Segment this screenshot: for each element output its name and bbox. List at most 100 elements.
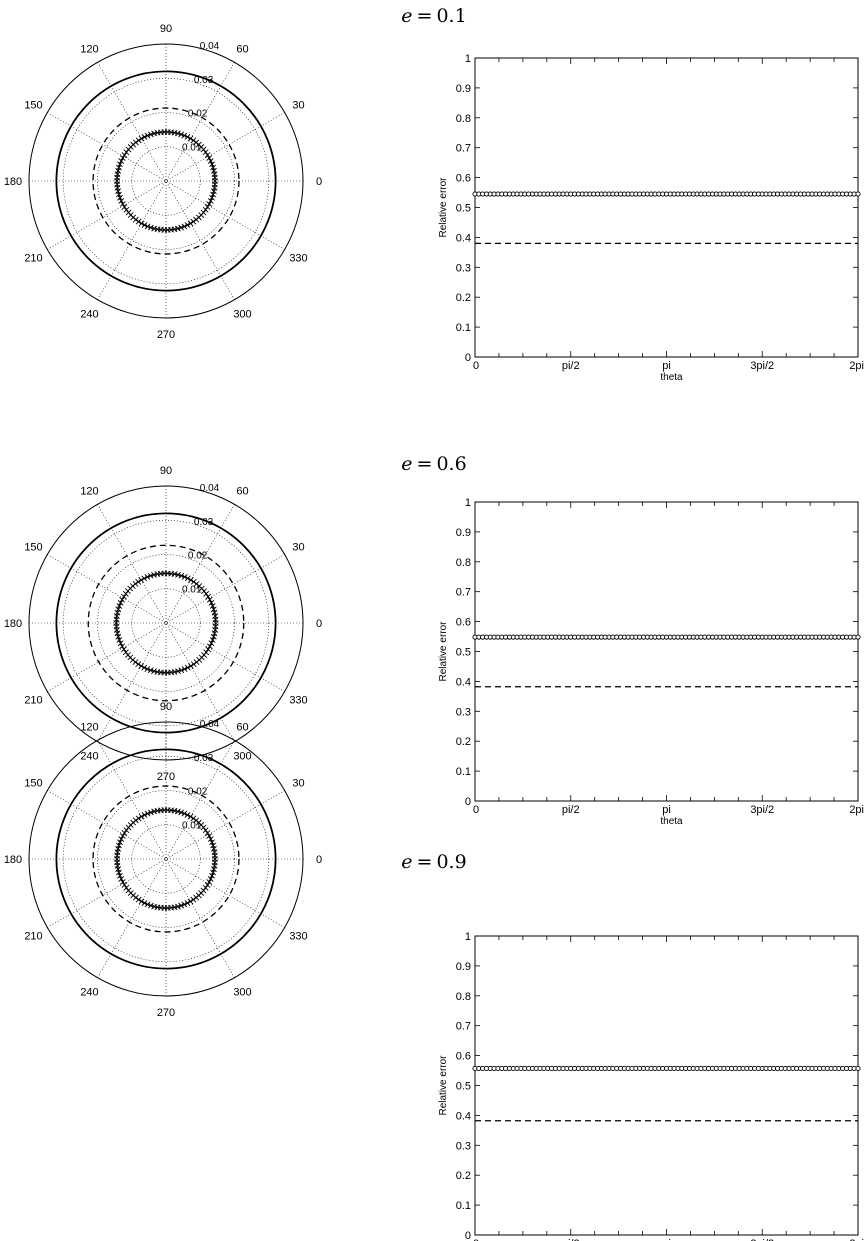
- polar-point: [190, 661, 197, 668]
- title-value: 0.1: [436, 5, 466, 27]
- title-variable: e: [401, 5, 412, 27]
- polar-point: [190, 578, 197, 585]
- y-axis-label: Relative error: [438, 621, 449, 682]
- polar-spoke: [47, 112, 285, 250]
- polar-point: [206, 879, 213, 885]
- polar-outer-circle: [28, 43, 304, 319]
- polar-point: [135, 578, 142, 585]
- polar-point: [119, 643, 126, 650]
- polar-point: [115, 633, 122, 640]
- polar-angle-label: 240: [80, 309, 98, 321]
- polar-angle-label: 90: [160, 465, 172, 477]
- polar-grid-circle: [97, 790, 235, 928]
- polar-point: [120, 593, 127, 600]
- polar-point: [204, 830, 211, 836]
- polar-point: [141, 575, 148, 582]
- polar-point: [144, 132, 151, 139]
- polar-point: [209, 839, 215, 846]
- y-tick-label: 0.3: [456, 262, 471, 274]
- polar-point: [147, 224, 154, 231]
- y-tick-label: 0.3: [456, 706, 471, 718]
- error-point: [855, 191, 861, 197]
- y-tick-label: 0: [465, 796, 471, 808]
- polar-grid-circle: [97, 112, 235, 250]
- polar-point: [132, 659, 139, 666]
- polar-point: [210, 869, 216, 876]
- polar-series-dashed: [87, 544, 245, 702]
- polar-point: [117, 599, 124, 606]
- polar-point: [119, 596, 126, 603]
- polar-point: [117, 194, 123, 201]
- polar-point: [147, 131, 154, 138]
- error-plot: 0 0.1 0.2 0.3 0.4 0.5 0.6 0.7 0.8 0.9 1 0 pi/2 pi 3pi/…: [438, 497, 864, 827]
- polar-point: [205, 646, 212, 653]
- axes-box: [474, 57, 859, 358]
- polar-grid-circle: [97, 554, 235, 692]
- polar-point: [151, 130, 158, 137]
- polar-point: [175, 668, 181, 675]
- polar-point: [121, 204, 128, 210]
- polar-point: [181, 810, 188, 817]
- title-value: 0.9: [436, 851, 466, 873]
- polar-point: [178, 572, 185, 579]
- title-equals: =: [417, 453, 433, 475]
- polar-point: [211, 609, 218, 616]
- polar-angle-label: 60: [236, 485, 248, 497]
- polar-angle-label: 150: [24, 100, 42, 112]
- polar-point: [190, 815, 197, 822]
- polar-point: [190, 137, 197, 144]
- polar-point: [138, 577, 145, 583]
- polar-radial-label: 0.01: [182, 820, 202, 831]
- polar-point: [178, 667, 185, 674]
- polar-point: [210, 606, 217, 613]
- polar-angle-label: 240: [80, 751, 98, 763]
- polar-point: [187, 663, 194, 669]
- polar-point: [206, 155, 213, 161]
- polar-angle-label: 0: [316, 854, 322, 866]
- polar-point: [181, 223, 188, 230]
- polar-point: [138, 663, 145, 669]
- polar-point: [144, 574, 151, 580]
- polar-point: [193, 580, 200, 587]
- y-tick-label: 0.4: [456, 676, 471, 688]
- y-tick-label: 0.3: [456, 1140, 471, 1152]
- x-tick-label: pi: [662, 804, 671, 816]
- polar-point: [141, 900, 148, 906]
- polar-point: [178, 809, 185, 816]
- y-tick-label: 0.4: [456, 232, 471, 244]
- polar-radial-label: 0.04: [200, 483, 220, 494]
- x-tick-label: 3pi/2: [750, 1238, 774, 1241]
- polar-radial-label: 0.02: [188, 787, 208, 798]
- polar-point: [151, 668, 157, 675]
- polar-angle-label: 0: [316, 618, 322, 630]
- y-axis-label: Relative error: [438, 177, 449, 238]
- polar-point: [209, 194, 215, 201]
- polar-point: [147, 572, 154, 579]
- error-point: [855, 634, 861, 640]
- polar-spoke: [47, 554, 285, 692]
- polar-point: [151, 808, 158, 815]
- polar-spoke: [47, 790, 285, 928]
- polar-radial-label: 0.04: [200, 41, 220, 52]
- title-variable: e: [401, 453, 412, 475]
- polar-angle-label: 330: [289, 695, 307, 707]
- polar-point: [119, 155, 126, 161]
- polar-spoke: [97, 504, 235, 742]
- x-tick-label: 2pi: [849, 804, 864, 816]
- polar-series-solid: [55, 512, 277, 734]
- polar-point: [135, 815, 142, 822]
- polar-point: [147, 667, 154, 674]
- polar-point: [116, 191, 122, 198]
- polar-point: [205, 593, 212, 600]
- error-series-markers: [472, 191, 861, 197]
- polar-point: [115, 188, 122, 195]
- polar-radial-label: 0.03: [194, 517, 214, 528]
- subplot-title: e = 0.1: [401, 5, 466, 27]
- polar-angle-label: 330: [289, 253, 307, 265]
- y-tick-label: 0.8: [456, 557, 471, 569]
- y-tick-label: 0.6: [456, 617, 471, 629]
- polar-point: [209, 603, 216, 609]
- polar-point: [187, 135, 194, 142]
- polar-point: [190, 896, 197, 903]
